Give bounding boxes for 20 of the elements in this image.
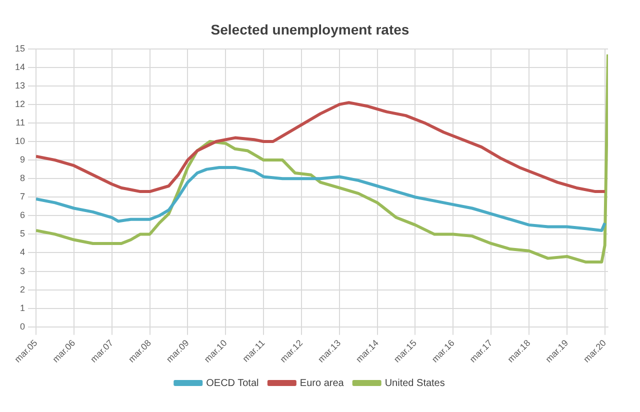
y-tick-label: 2 — [20, 284, 26, 294]
legend-label: United States — [384, 378, 445, 389]
y-tick-label: 15 — [14, 43, 26, 54]
y-tick-label: 10 — [14, 136, 26, 146]
y-tick-label: 5 — [20, 228, 26, 239]
legend-label: OECD Total — [206, 378, 259, 389]
y-tick-label: 8 — [20, 173, 26, 184]
y-tick-label: 11 — [16, 117, 26, 128]
y-tick-label: 12 — [14, 98, 26, 109]
y-tick-label: 6 — [20, 210, 26, 220]
chart-title: Selected unemployment rates — [210, 21, 410, 38]
y-tick-label: 7 — [20, 192, 26, 202]
y-tick-label: 1 — [20, 302, 26, 313]
y-tick-label: 14 — [14, 62, 26, 72]
y-tick-label: 0 — [20, 321, 26, 332]
legend-label: Euro area — [300, 378, 344, 389]
y-tick-label: 3 — [20, 266, 26, 276]
y-tick-label: 13 — [14, 80, 26, 90]
y-tick-label: 4 — [20, 247, 26, 258]
y-tick-label: 9 — [20, 154, 26, 165]
